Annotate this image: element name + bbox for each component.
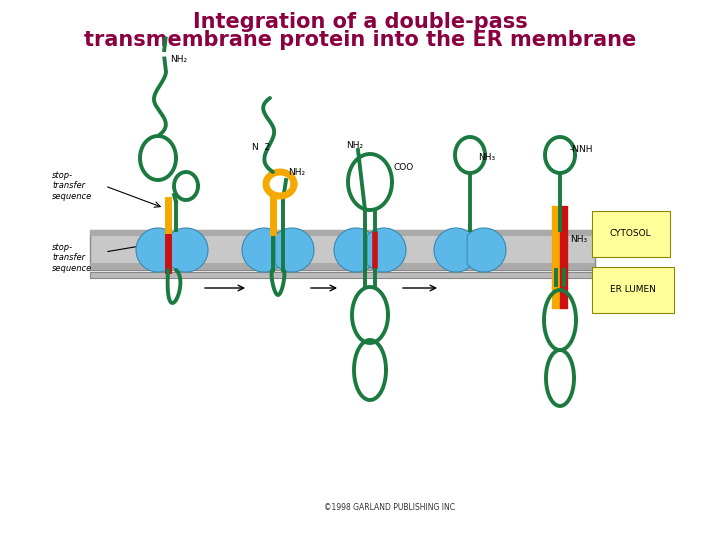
- Text: N  2: N 2: [252, 143, 270, 152]
- Polygon shape: [169, 228, 208, 272]
- Text: NH₃: NH₃: [478, 153, 495, 162]
- Bar: [90, 263, 595, 270]
- Text: ER LUMEN: ER LUMEN: [610, 286, 656, 294]
- Text: stop-
transfer
sequence: stop- transfer sequence: [52, 243, 92, 273]
- Polygon shape: [242, 228, 281, 272]
- Text: transmembrane protein into the ER membrane: transmembrane protein into the ER membra…: [84, 30, 636, 50]
- Text: COO: COO: [394, 163, 414, 172]
- Bar: [90, 230, 595, 270]
- Text: NH₂: NH₂: [288, 168, 305, 177]
- Polygon shape: [467, 228, 506, 272]
- Text: -NNH: -NNH: [570, 145, 593, 154]
- Polygon shape: [275, 228, 314, 272]
- Polygon shape: [434, 228, 473, 272]
- Text: NH₂: NH₂: [170, 55, 187, 64]
- Bar: [90, 230, 595, 236]
- Text: NH₂: NH₂: [346, 141, 363, 150]
- Bar: [90, 272, 595, 278]
- Text: NH₃: NH₃: [570, 235, 587, 244]
- Text: Integration of a double-pass: Integration of a double-pass: [193, 12, 527, 32]
- Polygon shape: [334, 228, 373, 272]
- Text: CYTOSOL: CYTOSOL: [610, 230, 652, 239]
- Polygon shape: [367, 228, 406, 272]
- Text: stop-
transfer
sequence: stop- transfer sequence: [52, 171, 92, 201]
- Text: ©1998 GARLAND PUBLISHING INC: ©1998 GARLAND PUBLISHING INC: [325, 503, 456, 512]
- Polygon shape: [136, 228, 175, 272]
